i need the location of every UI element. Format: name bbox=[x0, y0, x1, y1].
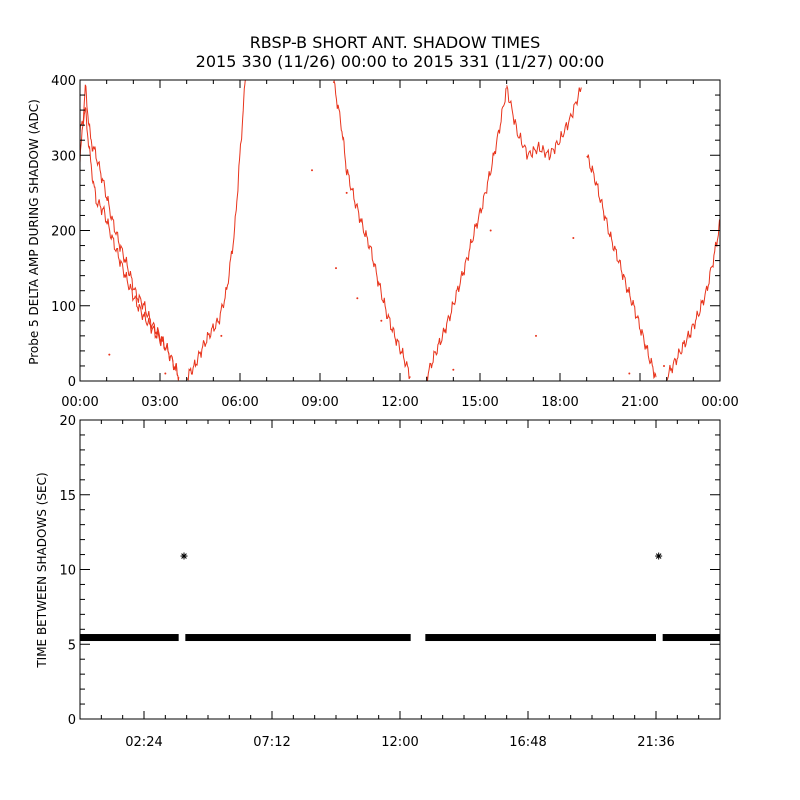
top-y-tick-label: 100 bbox=[51, 300, 76, 315]
bottom-axes: 02:24 07:12 12:00 16:48 21:36 0 5 10 15 20 bbox=[59, 414, 720, 750]
top-x-tick-label: 12:00 bbox=[381, 395, 418, 410]
bottom-x-tick-label: 12:00 bbox=[381, 735, 418, 750]
outlier-point bbox=[180, 552, 188, 560]
interval-band-segment bbox=[185, 634, 411, 642]
interval-band-segment bbox=[80, 634, 179, 642]
top-panel: 00:00 03:00 06:00 09:00 12:00 15:00 18:00 21:00… bbox=[27, 74, 739, 410]
bottom-x-tick-label: 16:48 bbox=[509, 735, 546, 750]
top-x-tick-label: 09:00 bbox=[301, 395, 338, 410]
bottom-plot-frame bbox=[79, 419, 721, 720]
stray-point bbox=[356, 297, 359, 300]
bottom-y-tick-label: 20 bbox=[59, 414, 76, 429]
top-x-tick-label: 21:00 bbox=[621, 395, 658, 410]
top-x-tick-label: 15:00 bbox=[461, 395, 498, 410]
top-y-axis-label: Probe 5 DELTA AMP DURING SHADOW (ADC) bbox=[27, 99, 41, 365]
series-line-delta-amp-fall-3 bbox=[586, 154, 657, 380]
top-y-tick-label: 0 bbox=[68, 375, 76, 390]
bottom-y-tick-label: 15 bbox=[59, 489, 76, 504]
interval-band-segment bbox=[425, 634, 656, 642]
chart-title-line-2: 2015 330 (11/26) 00:00 to 2015 331 (11/2… bbox=[196, 52, 605, 71]
outlier-point bbox=[655, 552, 663, 560]
stray-point bbox=[572, 237, 575, 240]
series-line-delta-amp-lower bbox=[79, 107, 180, 381]
series-line-delta-amp-rise-1 bbox=[186, 79, 246, 381]
asterisk-stroke bbox=[181, 553, 187, 559]
series-line-delta-amp-rise-3 bbox=[666, 219, 721, 381]
top-x-tick-label: 03:00 bbox=[141, 395, 178, 410]
stray-point bbox=[335, 267, 337, 270]
stray-point bbox=[380, 319, 383, 322]
series-line-delta-amp-peak bbox=[506, 85, 582, 161]
bottom-y-tick-label: 0 bbox=[68, 713, 76, 728]
top-y-tick-label: 400 bbox=[51, 74, 76, 89]
top-x-tick-label: 00:00 bbox=[701, 395, 738, 410]
top-x-tick-label: 18:00 bbox=[541, 395, 578, 410]
stray-point bbox=[628, 372, 631, 375]
asterisk-stroke bbox=[655, 553, 662, 559]
series-line-delta-amp-fall-2 bbox=[332, 79, 411, 380]
top-plot-area bbox=[79, 79, 721, 382]
bottom-plot-area bbox=[80, 552, 720, 642]
top-axes: 00:00 03:00 06:00 09:00 12:00 15:00 18:00 21:00… bbox=[51, 74, 739, 410]
top-x-tick-label: 00:00 bbox=[61, 395, 98, 410]
stray-point bbox=[452, 368, 455, 371]
stray-point bbox=[663, 364, 665, 367]
bottom-panel: 02:24 07:12 12:00 16:48 21:36 0 5 10 15 20 TIME B… bbox=[35, 414, 721, 750]
top-plot-frame bbox=[79, 79, 721, 382]
series-line-delta-amp-upper bbox=[79, 84, 180, 381]
bottom-y-tick-label: 10 bbox=[59, 564, 76, 579]
bottom-y-tick-label: 5 bbox=[68, 638, 76, 653]
top-y-tick-label: 300 bbox=[51, 149, 76, 164]
stray-point bbox=[108, 353, 111, 356]
interval-band-segment bbox=[662, 634, 720, 642]
stray-point bbox=[220, 334, 223, 337]
stray-point bbox=[489, 229, 492, 232]
stray-point bbox=[535, 334, 537, 337]
bottom-x-tick-label: 07:12 bbox=[253, 735, 290, 750]
bottom-x-tick-label: 02:24 bbox=[125, 735, 162, 750]
top-x-tick-label: 06:00 bbox=[221, 395, 258, 410]
top-y-tick-label: 200 bbox=[51, 225, 76, 240]
stray-point bbox=[164, 372, 167, 375]
series-line-delta-amp-rise-2 bbox=[426, 87, 508, 382]
chart-title-line-1: RBSP-B SHORT ANT. SHADOW TIMES bbox=[250, 33, 541, 52]
bottom-y-axis-label: TIME BETWEEN SHADOWS (SEC) bbox=[35, 472, 49, 668]
stray-point bbox=[345, 191, 348, 194]
bottom-x-tick-label: 21:36 bbox=[637, 735, 674, 750]
stray-point bbox=[311, 169, 313, 172]
